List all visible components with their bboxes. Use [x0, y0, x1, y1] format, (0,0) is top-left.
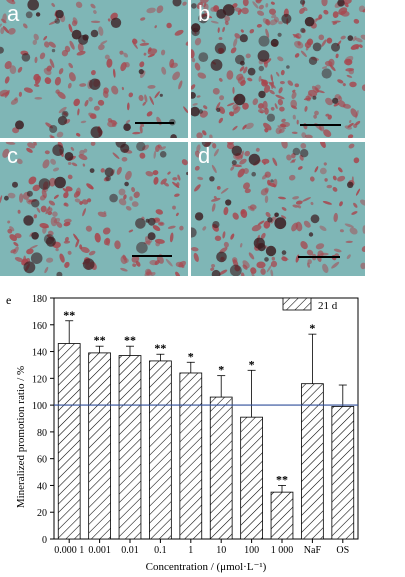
micrograph-label-a: a: [7, 1, 20, 26]
bar: [301, 383, 324, 540]
significance-marker: **: [94, 333, 106, 347]
y-tick-label: 180: [32, 294, 47, 305]
significance-marker: **: [124, 333, 136, 347]
bar: [118, 355, 142, 540]
significance-marker: **: [154, 341, 166, 355]
y-tick-label: 0: [42, 535, 47, 546]
x-tick-label: 1: [188, 545, 193, 556]
x-tick-label: NaF: [304, 545, 322, 556]
bar: [240, 416, 263, 540]
legend-swatch: [282, 297, 312, 311]
bar: [88, 352, 111, 540]
y-tick-label: 140: [32, 348, 47, 359]
plot-frame: [53, 297, 359, 540]
scale-bar-d: [298, 256, 340, 258]
micrograph-label-c: c: [7, 143, 18, 168]
significance-marker: *: [249, 357, 255, 371]
scale-bar-c: [132, 255, 172, 257]
y-tick-label: 80: [37, 428, 47, 439]
micrograph-image-a: [0, 0, 188, 138]
significance-marker: *: [218, 363, 224, 377]
significance-marker: **: [63, 308, 75, 322]
bar: [149, 360, 172, 540]
x-tick-label: 0.000 1: [54, 545, 84, 556]
micrograph-image-b: [191, 0, 365, 138]
x-tick-label: 0.001: [88, 545, 111, 556]
micrograph-label-b: b: [198, 1, 211, 26]
bar: [57, 343, 81, 540]
significance-marker: **: [276, 472, 288, 486]
x-axis-label: Concentration / (μmol·L⁻¹): [146, 561, 267, 573]
scale-bar-b: [300, 124, 341, 126]
y-tick-label: 20: [37, 508, 47, 519]
scale-bar-a: [135, 122, 174, 124]
legend-label: 21 d: [318, 300, 338, 312]
legend: 21 d: [282, 297, 338, 312]
bar: [209, 396, 233, 540]
significance-marker: *: [309, 321, 315, 335]
micrograph-panel-d: d: [191, 142, 365, 276]
chart-panel-label: e: [6, 293, 11, 307]
micrograph-image-d: [191, 142, 365, 276]
x-tick-label: 0.01: [121, 545, 139, 556]
y-axis-label: Mineralized promotion ratio / %: [15, 366, 27, 508]
micrograph-panel-c: c: [0, 142, 188, 276]
micrograph-label-d: d: [198, 143, 211, 168]
bar: [179, 372, 203, 540]
y-tick-label: 60: [37, 455, 47, 466]
x-tick-label: 100: [244, 545, 259, 556]
x-tick-label: 10: [216, 545, 226, 556]
y-tick-label: 100: [32, 401, 47, 412]
y-tick-label: 120: [32, 374, 47, 385]
micrograph-panel-a: a: [0, 0, 188, 138]
bar: [331, 406, 355, 540]
bar: [270, 491, 294, 540]
y-tick-label: 160: [32, 321, 47, 332]
significance-marker: *: [188, 349, 194, 363]
x-tick-label: 1 000: [271, 545, 294, 556]
x-tick-label: 0.1: [154, 545, 167, 556]
micrograph-image-c: [0, 142, 188, 276]
micrograph-panel-b: b: [191, 0, 365, 138]
x-tick-label: OS: [336, 545, 349, 556]
y-tick-label: 40: [37, 481, 47, 492]
